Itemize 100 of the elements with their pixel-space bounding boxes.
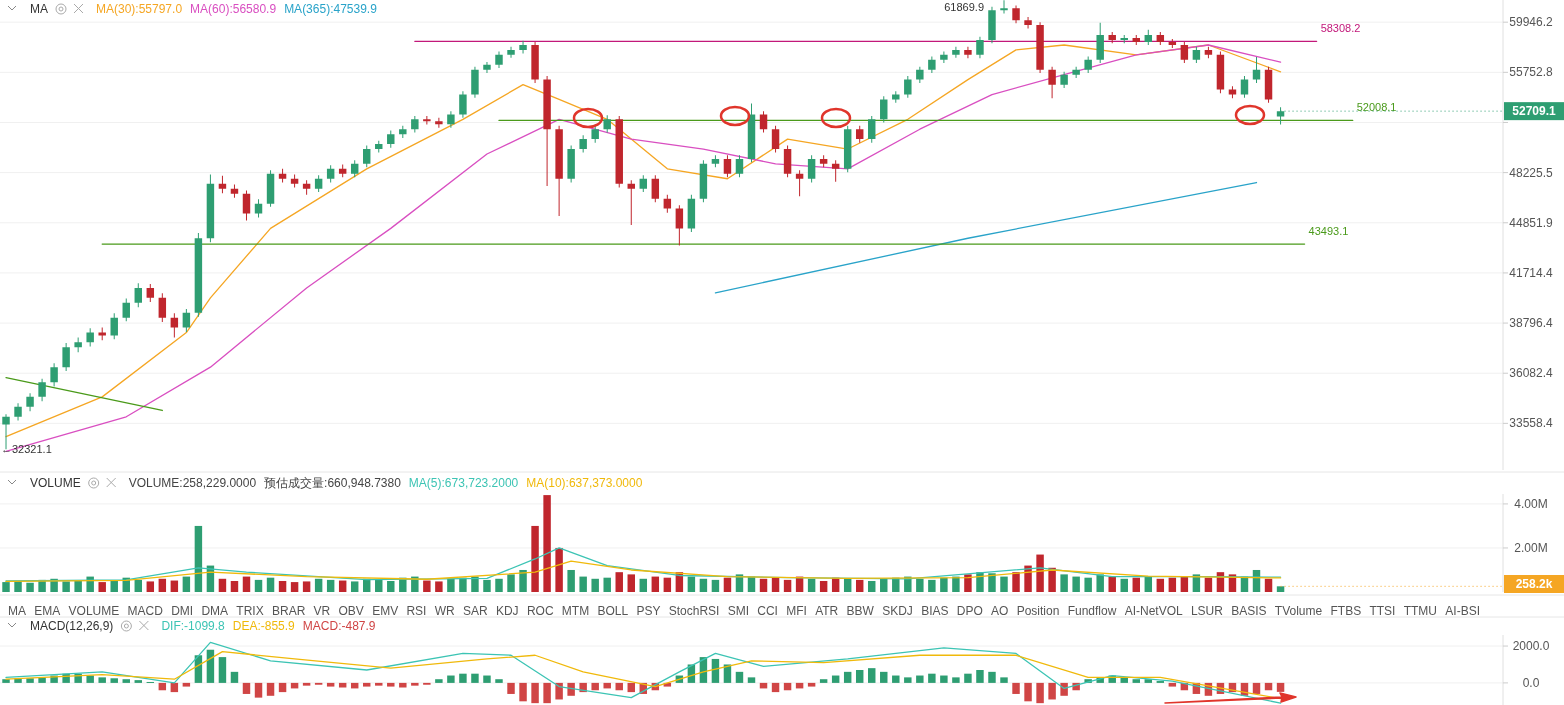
bar: [531, 682, 539, 704]
bar: [1036, 682, 1044, 704]
text: VR: [313, 604, 331, 618]
bar: [1168, 682, 1177, 687]
text: LSUR: [1190, 604, 1224, 618]
bar: [230, 580, 239, 592]
bar: [459, 577, 467, 592]
bar: [218, 657, 227, 683]
bar: [411, 682, 419, 686]
bar: [278, 682, 287, 693]
bar: [447, 578, 455, 592]
bar: [74, 580, 82, 592]
text: AI-NetVOL: [1124, 604, 1183, 618]
bar: [843, 578, 852, 592]
annotation: ←32321.1: [1, 443, 52, 456]
bar: [14, 580, 22, 592]
bar: [495, 578, 503, 592]
bar: [855, 670, 864, 683]
bar: [928, 673, 936, 683]
chart-title: MACD(12,26,9): [30, 619, 114, 633]
text: BASIS: [1231, 604, 1267, 618]
bar: [579, 576, 587, 592]
text: MA(30):55797.0: [96, 2, 183, 16]
bar: [603, 682, 611, 689]
series-label: DIF:-1099.8: [161, 619, 226, 633]
text: AO: [991, 604, 1009, 618]
bar: [1048, 567, 1056, 592]
bar: [615, 572, 623, 592]
bar: [447, 675, 455, 683]
text: MA(365):47539.9: [284, 2, 378, 16]
bar: [735, 671, 744, 683]
bar: [1156, 578, 1165, 592]
bar: [952, 677, 960, 683]
text: VOLUME:258,229.0000: [128, 476, 257, 490]
bar: [747, 677, 756, 683]
bar: [1036, 554, 1044, 592]
bar: [122, 679, 130, 683]
text: MA: [8, 604, 26, 618]
bar: [495, 679, 503, 683]
text: Position: [1016, 604, 1060, 618]
series-label: 52008.1: [1356, 101, 1397, 114]
bar: [242, 576, 251, 592]
line-series: [5, 560, 1282, 583]
bar: [868, 668, 876, 683]
bar: [363, 682, 371, 687]
bar: [134, 680, 142, 683]
bar: [483, 675, 491, 683]
bar: [471, 673, 479, 683]
bar: [988, 671, 996, 683]
bar: [170, 682, 179, 693]
bar: [182, 576, 191, 592]
bar: [543, 495, 551, 592]
text: AI-BSI: [1445, 604, 1480, 618]
text: ROC: [526, 604, 554, 618]
bar: [507, 574, 515, 592]
text: VOLUME: [68, 604, 120, 618]
bar: [771, 577, 780, 592]
bar: [868, 580, 876, 592]
bar: [1012, 682, 1020, 694]
bar: [940, 675, 948, 683]
bar: [266, 682, 275, 696]
bar: [735, 574, 744, 592]
text: MFI: [786, 604, 807, 618]
bar: [26, 582, 34, 592]
y-tick-label: 59946.2: [1509, 15, 1554, 30]
bar: [290, 582, 299, 592]
bar: [916, 578, 924, 592]
bar: [435, 679, 443, 683]
bar: [940, 577, 948, 592]
bar: [507, 682, 515, 694]
text: 预估成交量:660,948.7380: [264, 476, 402, 490]
bar: [242, 682, 251, 694]
bar: [435, 581, 443, 592]
bar: [843, 671, 852, 683]
bar: [387, 682, 395, 687]
bar: [519, 569, 527, 592]
bar: [2, 582, 10, 592]
y-tick-label: 55752.8: [1509, 65, 1554, 80]
text: DMA: [201, 604, 229, 618]
bar: [627, 574, 635, 592]
bar: [170, 580, 179, 592]
bar: [1048, 682, 1056, 700]
bar: [302, 682, 311, 686]
y-tick-label: 2.00M: [1514, 540, 1548, 555]
y-tick-label: 48225.5: [1509, 165, 1554, 180]
text: TRIX: [236, 604, 264, 618]
bar: [1252, 682, 1261, 694]
y-tick-label: 4.00M: [1514, 496, 1548, 511]
bar: [591, 578, 599, 592]
y-tick-label: 44851.9: [1509, 215, 1554, 230]
bar: [819, 580, 828, 592]
bar: [1024, 682, 1032, 702]
bar: [855, 579, 864, 592]
series-label: DEA:-855.9: [232, 619, 296, 633]
bar: [1192, 574, 1201, 592]
y-tick-label: 2000.0: [1512, 639, 1550, 654]
bar: [892, 577, 900, 592]
bar: [880, 671, 888, 683]
bar: [723, 577, 732, 592]
bar: [1264, 578, 1273, 592]
